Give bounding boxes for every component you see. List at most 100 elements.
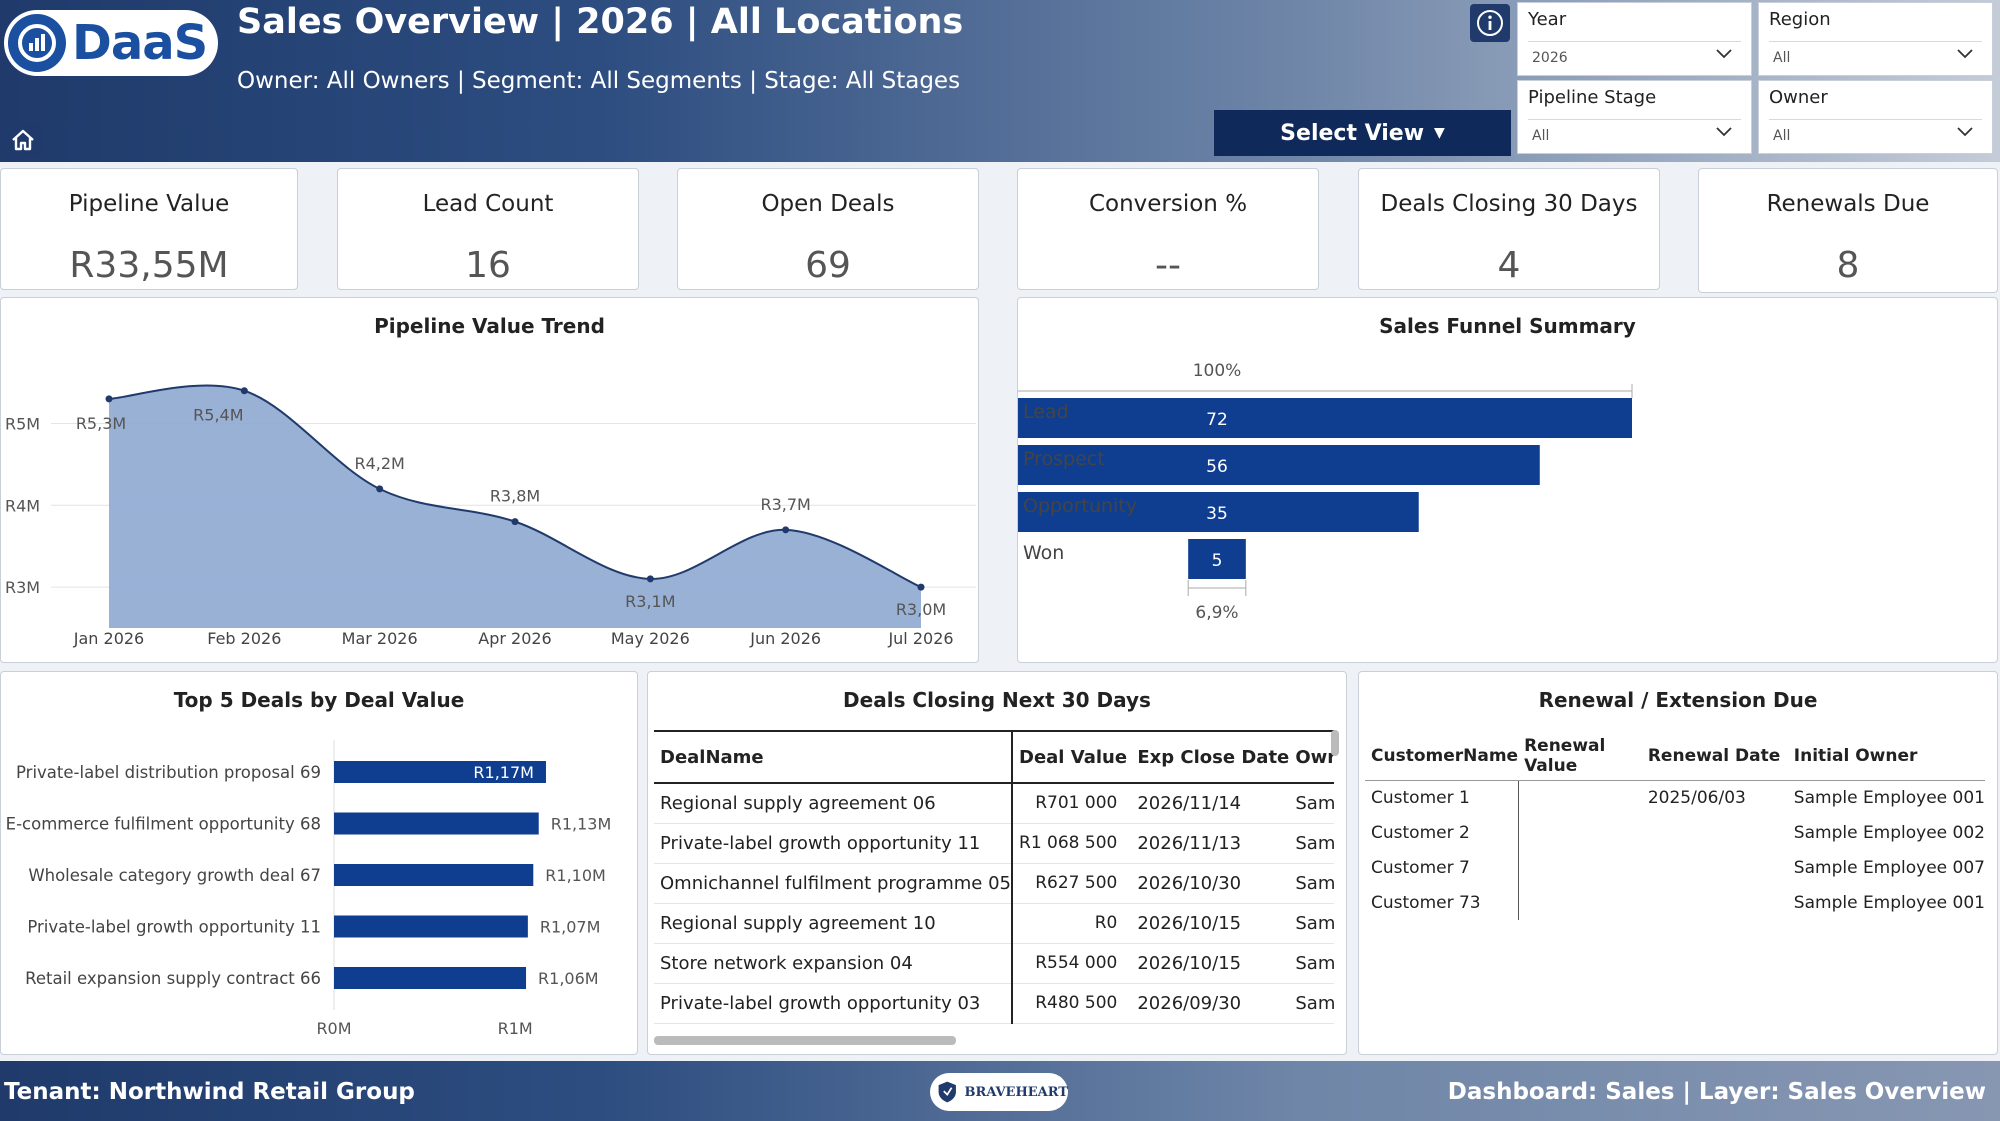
funnel-value-label: 35 [1206,504,1228,524]
cell-initial-owner: Sample Employee 001 [1793,787,1985,808]
funnel-bar [1018,398,1632,438]
cell-dealname: Regional supply agreement 10 [654,903,1014,944]
info-icon [1477,10,1503,36]
table-row[interactable]: Regional supply agreement 10 R0 2026/10/15… [654,903,1334,944]
cell-deal-value: R554 000 [1012,943,1132,984]
daas-logo[interactable]: DaaS [4,10,218,76]
data-point [646,575,654,583]
pipeline-trend-chart[interactable]: R3M R4M R5M R5,3M Jan 2026 R5,4M Feb 2026 R4,2M… [1,298,978,662]
renewal-table: CustomerName Renewal Value Renewal Date … [1365,732,1985,920]
horizontal-scrollbar[interactable] [654,1036,956,1045]
column-header-renewal-date[interactable]: Renewal Date [1641,732,1788,781]
data-label: R3,0M [896,600,946,619]
cell-initial-owner: Sample Employee 007 [1793,857,1985,878]
panel-title: Pipeline Value Trend [374,314,605,338]
column-header-dealname[interactable]: DealName [654,730,1014,784]
data-label: R5,3M [76,414,126,433]
table-row[interactable]: Private-label growth opportunity 03 R480 … [654,983,1334,1024]
cell-renewal-value [1518,780,1642,815]
funnel-bar [1018,492,1419,532]
kpi-card-deals-closing[interactable]: Deals Closing 30 Days 4 [1358,168,1660,290]
cell-owner: Samp [1289,983,1334,1024]
kpi-card-lead-count[interactable]: Lead Count 16 [337,168,639,290]
cell-exp-close-date: 2026/11/14 [1131,783,1290,824]
kpi-value: -- [1155,245,1181,286]
column-header-owner[interactable]: Owr [1289,730,1334,784]
deal-bar [334,761,546,783]
filter-stage-dropdown[interactable]: All [1528,119,1741,149]
cell-customername: Customer 1 [1365,780,1519,815]
column-header-renewal-value[interactable]: Renewal Value [1518,732,1642,781]
filter-year: Year 2026 [1517,2,1752,76]
cell-initial-owner: Sample Employee 002 [1793,822,1985,843]
data-label: R3,1M [625,592,675,611]
column-header-initial-owner[interactable]: Initial Owner [1787,732,1985,781]
dashboard-layer-label: Dashboard: Sales | Layer: Sales Overview [1447,1079,1986,1105]
cell-deal-value: R701 000 [1012,783,1132,824]
table-row[interactable]: Customer 73 Sample Employee 001 [1365,885,1985,920]
cell-customername: Customer 2 [1365,815,1519,850]
x-tick-label: R1M [498,1019,533,1038]
table-row[interactable]: Private-label growth opportunity 11 R1 06… [654,823,1334,864]
filter-year-value: 2026 [1532,50,1568,66]
data-point [782,526,790,534]
x-tick-label: May 2026 [611,629,690,648]
kpi-card-renewals-due[interactable]: Renewals Due 8 [1698,168,1998,293]
cell-exp-close-date: 2026/10/15 [1131,903,1290,944]
filter-year-dropdown[interactable]: 2026 [1528,41,1741,71]
cell-dealname: Store network expansion 04 [654,943,1014,984]
filter-region: Region All [1758,2,1993,76]
filter-owner-label: Owner [1769,87,1828,108]
kpi-value: 8 [1836,245,1860,286]
data-label: R3,7M [760,495,810,514]
column-header-exp-close-date[interactable]: Exp Close Date [1131,730,1290,784]
kpi-card-conversion[interactable]: Conversion % -- [1017,168,1319,290]
chevron-down-icon [1716,49,1732,59]
info-button[interactable] [1470,4,1510,42]
cell-dealname: Regional supply agreement 06 [654,783,1014,824]
filter-owner-dropdown[interactable]: All [1769,119,1982,149]
panel-title: Sales Funnel Summary [1379,314,1636,338]
deal-value-label: R1,17M [473,763,534,782]
vertical-scrollbar[interactable] [1331,730,1339,756]
deal-category-label: Private-label growth opportunity 11 [27,918,321,937]
funnel-value-label: 72 [1206,410,1228,430]
x-tick-label: Mar 2026 [342,629,418,648]
kpi-card-pipeline-value[interactable]: Pipeline Value R33,55M [0,168,298,290]
select-view-label: Select View [1280,120,1425,146]
table-row[interactable]: Customer 1 2025/06/03 Sample Employee 001 [1365,780,1985,815]
x-tick-label: Jul 2026 [887,629,953,648]
deal-category-label: Retail expansion supply contract 66 [25,969,321,988]
cell-renewal-date: 2025/06/03 [1647,787,1746,808]
cell-exp-close-date: 2026/10/15 [1131,943,1290,984]
cell-dealname: Omnichannel fulfilment programme 05 [654,863,1014,904]
table-row[interactable]: Customer 2 Sample Employee 002 [1365,815,1985,850]
column-header-customername[interactable]: CustomerName [1365,732,1519,781]
select-view-button[interactable]: Select View ▼ [1214,110,1511,156]
kpi-title: Renewals Due [1766,191,1930,217]
table-row[interactable]: Omnichannel fulfilment programme 05 R627 … [654,863,1334,904]
panel-title: Top 5 Deals by Deal Value [173,688,465,712]
filter-region-value: All [1773,50,1791,66]
funnel-bar [1188,539,1246,579]
sales-funnel-chart[interactable]: 100% 72 Lead 56 Prospect 35 Opportunity 5 Won 6,9… [1018,298,1997,662]
column-header-deal-value[interactable]: Deal Value [1012,730,1132,784]
kpi-value: R33,55M [69,245,229,286]
table-row[interactable]: Regional supply agreement 06 R701 000 2026… [654,783,1334,824]
table-row[interactable]: Store network expansion 04 R554 000 2026/1… [654,943,1334,984]
kpi-value: 69 [805,245,851,286]
x-tick-label: Apr 2026 [478,629,551,648]
cell-renewal-value [1518,815,1642,850]
deal-category-label: E-commerce fulfilment opportunity 68 [6,815,321,834]
cell-renewal-date [1642,885,1788,920]
sales-funnel-panel: Sales Funnel Summary 100% 72 Lead 56 Prospec… [1017,297,1998,663]
home-button[interactable] [4,122,42,158]
data-point [511,518,519,526]
daas-logo-mark [8,14,66,72]
table-row[interactable]: Customer 7 Sample Employee 007 [1365,850,1985,885]
tenant-label: Tenant: Northwind Retail Group [4,1079,415,1105]
filter-region-dropdown[interactable]: All [1769,41,1982,71]
deal-category-label: Wholesale category growth deal 67 [28,866,321,885]
kpi-card-open-deals[interactable]: Open Deals 69 [677,168,979,290]
top-deals-chart[interactable]: R0M R1M Private-label distribution proposa… [1,672,637,1054]
